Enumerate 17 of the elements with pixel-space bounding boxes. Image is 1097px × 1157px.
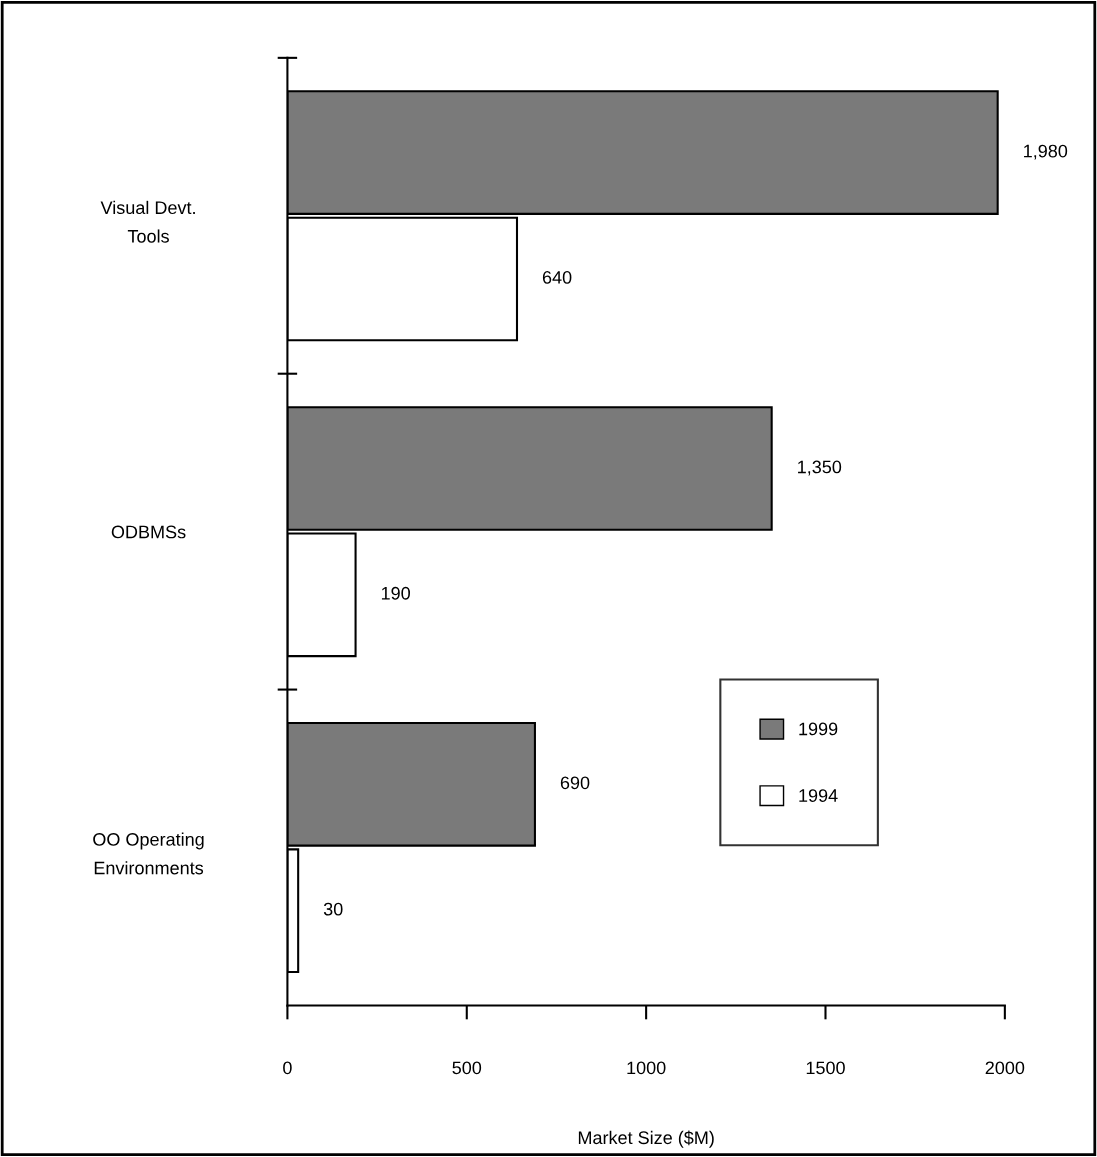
data-label: 1,350 [798,460,842,476]
legend-label: 1999 [799,722,838,736]
legend-label: 1994 [799,789,838,802]
x-tick-label: 1000 [627,1061,666,1075]
y-tick-label: OO Operating Environments [93,832,204,875]
y-tick-label: ODBMSs [111,525,186,539]
data-label: 190 [381,586,410,600]
data-label: 640 [542,271,572,284]
x-axis-title: Market Size ($M) [578,1130,714,1148]
data-label: 690 [560,776,590,790]
x-tick-label: 1500 [806,1061,845,1075]
data-label: 1,980 [1024,144,1068,160]
x-tick-label: 0 [283,1061,292,1075]
x-tick-label: 500 [452,1061,482,1075]
data-label: 30 [323,902,343,916]
x-tick-label: 2000 [985,1061,1025,1075]
y-tick-label: Visual Devt. Tools [100,200,195,243]
